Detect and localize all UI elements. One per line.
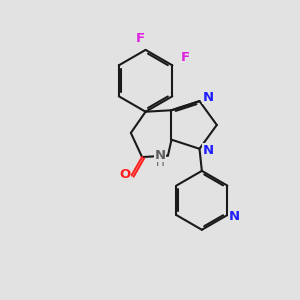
Text: N: N xyxy=(203,91,214,104)
Text: F: F xyxy=(136,32,145,45)
Text: N: N xyxy=(229,210,240,223)
Text: H: H xyxy=(156,156,164,169)
Text: N: N xyxy=(154,148,166,161)
Text: N: N xyxy=(154,148,166,161)
Text: O: O xyxy=(119,168,131,182)
Text: N: N xyxy=(229,210,240,223)
Text: N: N xyxy=(203,91,214,104)
Text: N: N xyxy=(203,144,214,157)
Text: F: F xyxy=(181,51,190,64)
Text: N: N xyxy=(203,144,214,157)
Text: O: O xyxy=(119,168,131,182)
